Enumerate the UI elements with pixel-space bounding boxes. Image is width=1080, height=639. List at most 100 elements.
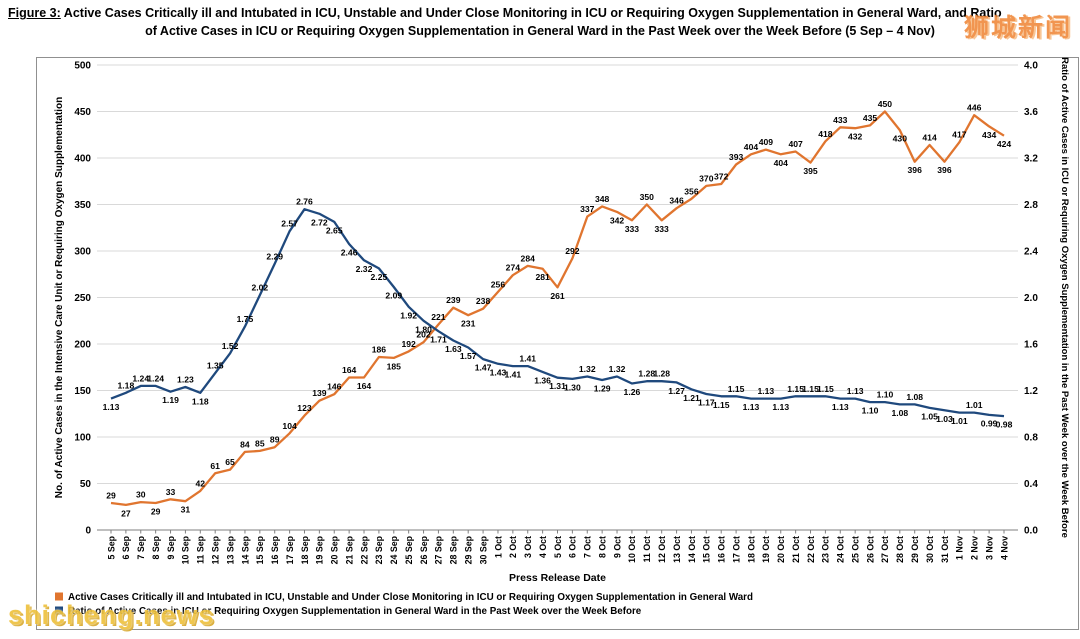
- x-tick-label: 17 Sep: [285, 535, 295, 564]
- x-tick-label: 25 Sep: [404, 535, 414, 564]
- x-tick-label: 26 Oct: [865, 536, 875, 563]
- data-label: 414: [922, 132, 937, 142]
- data-label: 1.01: [951, 416, 968, 426]
- data-label: 446: [967, 103, 982, 113]
- data-label: 164: [342, 365, 357, 375]
- figure-border: [36, 57, 1079, 630]
- x-tick-label: 3 Nov: [984, 536, 994, 560]
- y-tick-label-right: 2.8: [1024, 200, 1038, 211]
- data-label: 104: [282, 421, 297, 431]
- figure-title-line2: of Active Cases in ICU or Requiring Oxyg…: [145, 24, 935, 38]
- x-tick-label: 20 Sep: [330, 535, 340, 564]
- data-label: 231: [461, 319, 476, 329]
- legend-swatch: [55, 592, 63, 601]
- x-tick-label: 21 Oct: [791, 536, 801, 563]
- data-label: 238: [476, 296, 491, 306]
- data-label: 1.52: [222, 341, 239, 351]
- data-label: 146: [327, 382, 342, 392]
- data-label: 1.21: [683, 393, 700, 403]
- x-tick-label: 3 Oct: [523, 536, 533, 558]
- x-tick-label: 27 Oct: [880, 536, 890, 563]
- x-tick-label: 13 Sep: [225, 535, 235, 564]
- y-tick-label-left: 450: [74, 107, 91, 118]
- data-label: 1.13: [832, 402, 849, 412]
- data-label: 123: [297, 403, 312, 413]
- data-label: 337: [580, 204, 595, 214]
- x-tick-label: 7 Sep: [136, 535, 146, 559]
- data-label: 370: [699, 173, 714, 183]
- data-label: 1.30: [564, 382, 581, 392]
- data-label: 85: [255, 438, 265, 448]
- figure-number-label: Figure 3:: [8, 6, 61, 20]
- x-tick-label: 5 Oct: [553, 536, 563, 558]
- data-label: 450: [878, 99, 893, 109]
- data-label: 1.26: [624, 387, 641, 397]
- data-label: 292: [565, 246, 580, 256]
- y-tick-label-left: 250: [74, 293, 91, 304]
- data-label: 0.98: [996, 420, 1013, 430]
- x-tick-label: 14 Oct: [687, 536, 697, 563]
- data-label: 1.92: [400, 310, 417, 320]
- data-label: 33: [166, 487, 176, 497]
- y-tick-label-left: 150: [74, 386, 91, 397]
- x-axis-title: Press Release Date: [509, 572, 606, 584]
- x-tick-label: 23 Oct: [821, 536, 831, 563]
- x-tick-label: 18 Oct: [746, 536, 756, 563]
- data-label: 61: [210, 461, 220, 471]
- x-tick-label: 24 Oct: [836, 536, 846, 563]
- data-label: 1.80: [415, 324, 432, 334]
- x-tick-label: 20 Oct: [776, 536, 786, 563]
- x-tick-label: 24 Sep: [389, 535, 399, 564]
- data-label: 284: [521, 253, 536, 263]
- figure-title-line1-text: Active Cases Critically ill and Intubate…: [60, 6, 1002, 20]
- data-label: 1.23: [177, 375, 194, 385]
- y-tick-label-left: 50: [80, 479, 92, 490]
- data-label: 1.13: [103, 402, 120, 412]
- data-label: 333: [625, 224, 640, 234]
- x-tick-label: 15 Oct: [702, 536, 712, 563]
- data-label: 1.17: [698, 397, 715, 407]
- legend-label: Active Cases Critically ill and Intubate…: [68, 592, 753, 603]
- data-label: 395: [803, 166, 818, 176]
- data-label: 1.18: [118, 380, 135, 390]
- data-label: 1.19: [162, 395, 179, 405]
- data-label: 1.15: [713, 400, 730, 410]
- data-label: 1.24: [132, 373, 149, 383]
- data-label: 2.65: [326, 225, 343, 235]
- y-tick-label-right: 0.4: [1024, 479, 1038, 490]
- data-label: 1.15: [802, 384, 819, 394]
- data-label: 417: [952, 130, 967, 140]
- x-tick-label: 9 Sep: [166, 535, 176, 559]
- data-label: 30: [136, 490, 146, 500]
- x-tick-label: 2 Nov: [970, 536, 980, 560]
- data-label: 1.29: [594, 384, 611, 394]
- x-tick-label: 28 Oct: [895, 536, 905, 563]
- x-tick-label: 9 Oct: [612, 536, 622, 558]
- data-label: 424: [997, 139, 1012, 149]
- y-tick-label-right: 3.2: [1024, 154, 1038, 165]
- x-tick-label: 29 Sep: [464, 535, 474, 564]
- data-label: 186: [372, 345, 387, 355]
- data-label: 1.15: [787, 384, 804, 394]
- figure-title: Figure 3: Active Cases Critically ill an…: [0, 0, 1080, 38]
- y-tick-label-left: 500: [74, 61, 91, 72]
- y-tick-label-right: 1.2: [1024, 386, 1038, 397]
- x-tick-label: 12 Sep: [210, 535, 220, 564]
- data-label: 1.63: [445, 344, 462, 354]
- data-label: 1.10: [862, 406, 879, 416]
- data-label: 29: [106, 491, 116, 501]
- data-label: 1.57: [460, 351, 477, 361]
- y-axis-title-left: No. of Active Cases in the Intensive Car…: [54, 97, 65, 498]
- y-tick-label-right: 4.0: [1024, 61, 1038, 72]
- y-tick-label-left: 350: [74, 200, 91, 211]
- x-tick-label: 8 Sep: [151, 535, 161, 559]
- x-tick-label: 5 Sep: [106, 535, 116, 559]
- x-tick-label: 22 Oct: [806, 536, 816, 563]
- data-label: 1.71: [430, 335, 447, 345]
- data-label: 1.10: [877, 390, 894, 400]
- data-label: 404: [774, 158, 789, 168]
- x-tick-label: 1 Oct: [493, 536, 503, 558]
- legend-label: Ratio of Active Cases in ICU or Requirin…: [68, 606, 642, 617]
- data-label: 31: [181, 505, 191, 515]
- x-tick-label: 27 Sep: [434, 535, 444, 564]
